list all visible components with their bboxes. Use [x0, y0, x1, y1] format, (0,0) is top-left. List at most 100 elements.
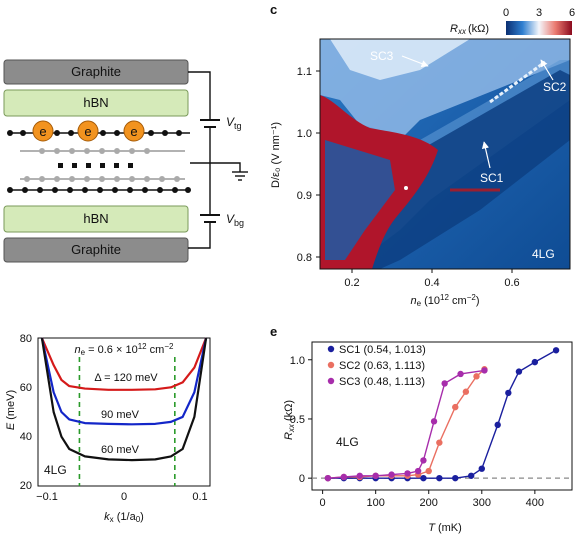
- legend-marker-1: [327, 361, 335, 369]
- series-label-2: 60 meV: [101, 444, 140, 456]
- gate-circuit: [188, 71, 248, 249]
- map-xtick-1: 0.4: [424, 277, 439, 289]
- e-xlabel: T (mK): [428, 522, 462, 534]
- band-dispersion-panel: 80 60 40 20 −0.1 0 0.1 kx (1/a0) E (meV)…: [5, 333, 211, 524]
- e-point-0-6: [420, 474, 427, 482]
- band-series-1: [40, 337, 208, 426]
- band-ytick-3: 20: [20, 480, 32, 492]
- bottom-hbn-label: hBN: [83, 211, 108, 226]
- map-sample-label: 4LG: [532, 247, 555, 261]
- e-point-2-7: [420, 457, 427, 464]
- band-ylabel: E (meV): [5, 390, 17, 430]
- legend-label-0: SC1 (0.54, 1.013): [339, 344, 426, 356]
- map-ytick-3: 0.8: [297, 252, 312, 264]
- panel-label-c: c: [270, 2, 277, 17]
- colorbar-tick-1: 3: [536, 7, 542, 19]
- bottom-graphite-layer: [3, 237, 189, 263]
- map-frame: [319, 38, 571, 270]
- e-point-2-1: [340, 473, 348, 481]
- vbg-label: Vbg: [226, 212, 244, 228]
- bottom-graphite-label: Graphite: [71, 242, 121, 257]
- e-point-2-9: [441, 380, 448, 387]
- e-xtick-4: 400: [526, 497, 544, 509]
- bottom-hbn-layer: [3, 205, 189, 233]
- band-xtick-2: 0.1: [192, 491, 207, 503]
- legend-marker-2: [327, 377, 335, 385]
- band-xtick-0: −0.1: [36, 491, 58, 503]
- map-ytick-2: 0.9: [297, 190, 312, 202]
- ellipsis-dots: [58, 163, 133, 168]
- annotation-sc2: SC2: [543, 80, 567, 94]
- e-point-2-6: [414, 467, 422, 475]
- panel-label-e: e: [270, 324, 277, 339]
- map-ytick-0: 1.1: [297, 66, 312, 78]
- e-point-0-14: [531, 358, 539, 366]
- colorbar: Rxx (kΩ) 0 3 6: [450, 7, 575, 36]
- e-point-0-11: [494, 421, 501, 429]
- e-series-line-0: [327, 349, 557, 479]
- top-hbn-label: hBN: [83, 95, 108, 110]
- map-annotations: SC3 SC2 SC1 4LG: [370, 49, 567, 261]
- svg-text:e: e: [130, 124, 137, 139]
- e-ytick-1: 0.5: [290, 414, 305, 426]
- band-series-2: [40, 337, 208, 462]
- series-label-1: 90 meV: [101, 409, 140, 421]
- map-axes: 0.2 0.4 0.6 1.1 1.0 0.9 0.8 ne (1012 cm−…: [270, 66, 520, 308]
- band-sample-label: 4LG: [44, 463, 67, 477]
- legend-label-2: SC3 (0.48, 1.113): [339, 376, 425, 388]
- svg-text:e: e: [39, 124, 46, 139]
- colorbar-tick-0: 0: [503, 7, 509, 19]
- e-frame: [311, 341, 573, 491]
- e-point-1-9: [452, 403, 459, 411]
- colorbar-gradient: [506, 21, 572, 35]
- legend-marker-0: [327, 345, 335, 353]
- e-point-2-3: [372, 472, 379, 479]
- band-ytick-1: 60: [20, 382, 32, 394]
- e-point-1-11: [473, 373, 480, 380]
- map-xtick-2: 0.6: [504, 277, 519, 289]
- band-xlabel: kx (1/a0): [104, 511, 144, 524]
- resistance-map: [320, 39, 570, 269]
- e-point-2-0: [324, 474, 332, 482]
- e-point-2-2: [356, 472, 363, 479]
- svg-text:e: e: [84, 124, 91, 139]
- electron-2: e: [77, 120, 99, 142]
- e-ytick-0: 0: [299, 473, 305, 485]
- e-sample-label: 4LG: [336, 435, 359, 449]
- e-point-2-10: [457, 370, 464, 378]
- e-ytick-2: 1.0: [290, 355, 305, 367]
- electron-1: e: [32, 120, 54, 142]
- colorbar-tick-2: 6: [569, 7, 575, 19]
- e-point-0-12: [505, 389, 512, 397]
- annotation-sc1: SC1: [480, 171, 504, 185]
- map-xtick-0: 0.2: [344, 277, 359, 289]
- vtg-label: Vtg: [226, 115, 242, 131]
- e-point-2-5: [404, 470, 411, 477]
- legend-label-1: SC2 (0.63, 1.113): [339, 360, 425, 372]
- map-ytick-1: 1.0: [297, 128, 312, 140]
- top-hbn-layer: [3, 89, 189, 117]
- band-series-0: [40, 337, 208, 391]
- device-schematic: Graphite hBN: [3, 59, 248, 263]
- e-xtick-0: 0: [320, 497, 326, 509]
- series-label-0: Δ = 120 meV: [94, 372, 158, 384]
- e-point-0-13: [515, 368, 523, 375]
- e-point-0-7: [436, 474, 443, 482]
- map-ylabel: D/ε₀ (V nm⁻¹): [270, 122, 282, 188]
- colorbar-title: Rxx (kΩ): [450, 23, 489, 36]
- map-xlabel: ne (1012 cm−2): [411, 293, 480, 308]
- top-graphite-label: Graphite: [71, 64, 121, 79]
- e-point-0-15: [552, 347, 560, 354]
- electron-3: e: [123, 120, 145, 142]
- e-point-1-7: [425, 467, 432, 475]
- e-point-0-9: [467, 472, 475, 479]
- e-xtick-1: 100: [366, 497, 384, 509]
- panel-e: Rxx (kΩ) T (mK) 4LG 0 100 200 300 400 0 0.5 1.0…: [283, 341, 573, 534]
- top-graphene-lattice: [7, 130, 191, 193]
- e-xtick-2: 200: [420, 497, 438, 509]
- e-point-2-11: [481, 367, 488, 374]
- annotation-sc3: SC3: [370, 49, 394, 63]
- band-ytick-0: 80: [20, 333, 32, 345]
- band-xtick-1: 0: [121, 491, 127, 503]
- e-point-1-10: [462, 388, 470, 395]
